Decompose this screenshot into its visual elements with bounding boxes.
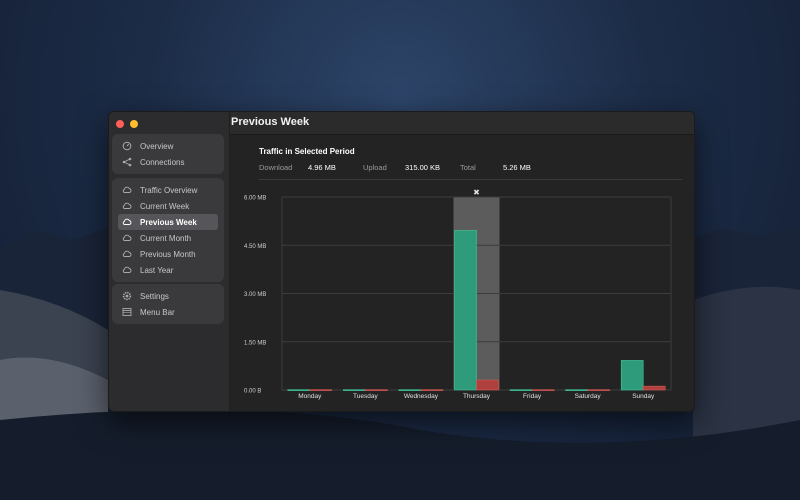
sidebar-item-previous-week[interactable]: Previous Week — [118, 214, 218, 230]
cloud-icon — [122, 265, 132, 275]
title-bar: Previous Week — [230, 112, 694, 135]
bar-thursday-series-1 — [476, 379, 499, 391]
x-tick-label: Tuesday — [353, 393, 378, 400]
y-tick-label: 0.00 B — [244, 389, 261, 395]
cloud-icon — [122, 233, 132, 243]
upload-value: 315.00 KB — [405, 163, 441, 172]
cloud-icon — [122, 185, 132, 195]
bar-sunday-series-1 — [642, 385, 666, 391]
y-tick-label: 1.50 MB — [244, 340, 266, 346]
main-content: Previous Week Traffic in Selected Period… — [230, 112, 694, 411]
sidebar-item-current-month[interactable]: Current Month — [118, 230, 218, 246]
menubar-icon — [122, 307, 132, 317]
gear-icon — [122, 291, 132, 301]
sidebar-item-settings[interactable]: Settings — [118, 288, 218, 304]
page-title: Previous Week — [231, 116, 310, 128]
x-tick-label: Friday — [523, 393, 542, 400]
cursor-icon: ✖ — [473, 188, 480, 197]
cloud-icon — [122, 201, 132, 211]
upload-label: Upload — [363, 163, 387, 172]
sidebar-item-label: Overview — [140, 141, 174, 151]
sidebar-item-label: Connections — [140, 157, 185, 167]
bar-wednesday-series-0 — [398, 389, 422, 391]
sidebar-item-label: Last Year — [140, 265, 174, 275]
bar-monday-series-0 — [287, 389, 311, 391]
sidebar-item-connections[interactable]: Connections — [118, 154, 218, 170]
y-tick-label: 3.00 MB — [244, 292, 266, 298]
sidebar-item-last-year[interactable]: Last Year — [118, 262, 218, 278]
traffic-bar-chart[interactable]: ✖ 0.00 B 1.50 MB 3.00 MB 4.50 MB 6.00 MB Monda… — [230, 112, 694, 411]
divider — [259, 179, 682, 180]
download-label: Download — [259, 163, 293, 172]
sidebar-item-label: Menu Bar — [140, 307, 175, 317]
bar-saturday-series-0 — [565, 389, 588, 391]
sidebar-item-label: Previous Month — [140, 249, 196, 259]
sidebar-item-menu-bar[interactable]: Menu Bar — [118, 304, 218, 320]
summary-title: Traffic in Selected Period — [259, 147, 355, 156]
sidebar-item-label: Previous Week — [140, 217, 197, 227]
sidebar: Overview Connections Traffic Overview Cu… — [109, 112, 230, 411]
bar-monday-series-1 — [309, 389, 333, 391]
sidebar-item-label: Settings — [140, 291, 169, 301]
bar-tuesday-series-1 — [365, 389, 388, 391]
sidebar-group-traffic: Traffic Overview Current Week Previous W… — [112, 178, 224, 282]
gauge-icon — [122, 141, 132, 151]
sidebar-item-current-week[interactable]: Current Week — [118, 198, 218, 214]
sidebar-item-label: Traffic Overview — [140, 185, 198, 195]
bar-wednesday-series-1 — [420, 389, 444, 391]
total-label: Total — [460, 163, 476, 172]
download-value: 4.96 MB — [308, 163, 336, 172]
y-tick-label: 4.50 MB — [244, 244, 266, 250]
bar-friday-series-0 — [509, 389, 533, 391]
cloud-icon — [122, 249, 132, 259]
x-tick-label: Wednesday — [404, 393, 439, 400]
sidebar-group-general: Overview Connections — [112, 134, 224, 174]
total-value: 5.26 MB — [503, 163, 531, 172]
minimize-button[interactable] — [130, 120, 138, 128]
x-tick-label: Thursday — [463, 393, 491, 400]
cloud-icon — [122, 217, 132, 227]
close-button[interactable] — [116, 120, 124, 128]
window-controls — [116, 120, 138, 128]
y-tick-label: 6.00 MB — [244, 196, 266, 202]
sidebar-item-label: Current Month — [140, 233, 192, 243]
sidebar-item-traffic-overview[interactable]: Traffic Overview — [118, 182, 218, 198]
share-icon — [122, 157, 132, 167]
x-tick-label: Saturday — [575, 393, 602, 400]
bar-friday-series-1 — [531, 389, 555, 391]
bar-tuesday-series-0 — [343, 389, 366, 391]
app-window: Overview Connections Traffic Overview Cu… — [108, 111, 695, 412]
sidebar-item-previous-month[interactable]: Previous Month — [118, 246, 218, 262]
x-tick-label: Sunday — [632, 393, 655, 400]
x-tick-label: Monday — [298, 393, 322, 400]
sidebar-group-preferences: Settings Menu Bar — [112, 284, 224, 324]
sidebar-item-label: Current Week — [140, 201, 190, 211]
bar-thursday-series-0 — [454, 230, 477, 391]
sidebar-item-overview[interactable]: Overview — [118, 138, 218, 154]
bar-saturday-series-1 — [587, 389, 610, 391]
bar-sunday-series-0 — [620, 360, 644, 391]
